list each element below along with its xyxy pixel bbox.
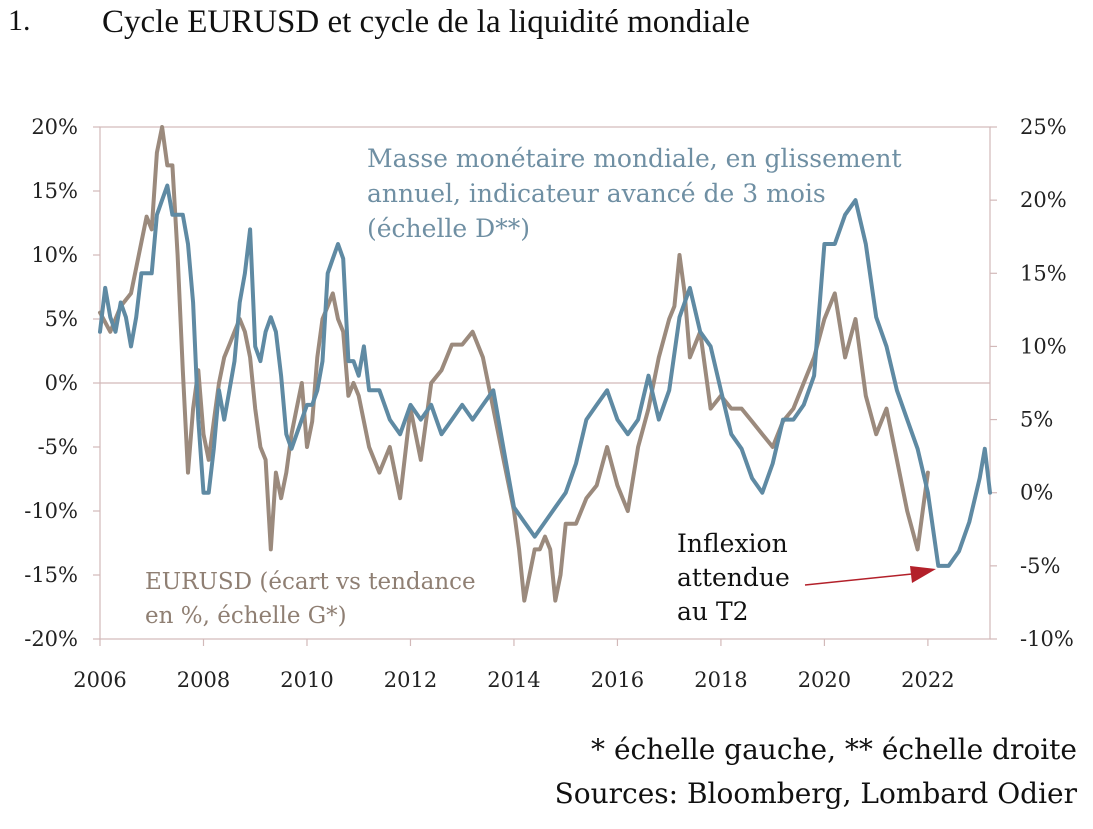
y-right-tick-label: 10% (1020, 334, 1067, 358)
y-right-tick-label: -5% (1020, 554, 1060, 578)
y-right-tick-label: 15% (1020, 261, 1067, 285)
x-tick-label: 2022 (901, 668, 954, 692)
figure-number: 1. (8, 4, 31, 37)
y-right-tick-label: -10% (1020, 627, 1074, 651)
inflexion-annotation-line-1: Inflexion (677, 529, 788, 558)
liquidity-annotation-line-3: (échelle D**) (367, 214, 530, 243)
liquidity-annotation-line-1: Masse monétaire mondiale, en glissement (367, 144, 902, 173)
x-tick-label: 2020 (798, 668, 851, 692)
y-left-tick-label: 15% (31, 179, 78, 203)
y-left-tick-label: 0% (45, 371, 78, 395)
inflexion-arrow-head (910, 566, 936, 583)
y-right-tick-label: 5% (1020, 408, 1053, 432)
y-left-tick-label: 10% (31, 243, 78, 267)
y-left-tick-label: -5% (38, 435, 78, 459)
eurusd-annotation-line-2: en %, échelle G*) (145, 603, 347, 629)
y-left-tick-label: -20% (24, 627, 78, 651)
inflexion-annotation-line-3: au T2 (677, 597, 749, 626)
footnote-scales: * échelle gauche, ** échelle droite (591, 733, 1077, 766)
inflexion-annotation-line-2: attendue (677, 563, 790, 592)
y-left-tick-label: 20% (31, 115, 78, 139)
eurusd-series-line (98, 125, 930, 603)
series-lines (98, 125, 992, 603)
eurusd-annotation-line-1: EURUSD (écart vs tendance (145, 569, 476, 595)
y-right-ticks: 25% 20% 15% 10% 5% 0% -5% -10% (990, 115, 1074, 651)
y-right-tick-label: 20% (1020, 188, 1067, 212)
y-right-tick-label: 25% (1020, 115, 1067, 139)
liquidity-series-line (98, 183, 992, 568)
y-right-tick-label: 0% (1020, 481, 1053, 505)
chart-title: Cycle EURUSD et cycle de la liquidité mo… (102, 4, 750, 40)
x-tick-label: 2006 (73, 668, 126, 692)
x-tick-label: 2008 (177, 668, 230, 692)
footnote-sources: Sources: Bloomberg, Lombard Odier (554, 777, 1077, 810)
x-tick-label: 2014 (487, 668, 540, 692)
x-tick-label: 2018 (694, 668, 747, 692)
y-left-ticks: 20% 15% 10% 5% 0% -5% -10% -15% -20% (24, 115, 100, 651)
x-ticks: 2006 2008 2010 2012 2014 2016 2018 2020 2022 (73, 639, 955, 692)
y-left-tick-label: -10% (24, 499, 78, 523)
x-tick-label: 2012 (384, 668, 437, 692)
x-tick-label: 2010 (280, 668, 333, 692)
y-left-tick-label: 5% (45, 307, 78, 331)
liquidity-annotation-line-2: annuel, indicateur avancé de 3 mois (367, 179, 826, 208)
inflexion-arrow-line (804, 573, 913, 586)
x-tick-label: 2016 (591, 668, 644, 692)
y-left-tick-label: -15% (24, 563, 78, 587)
